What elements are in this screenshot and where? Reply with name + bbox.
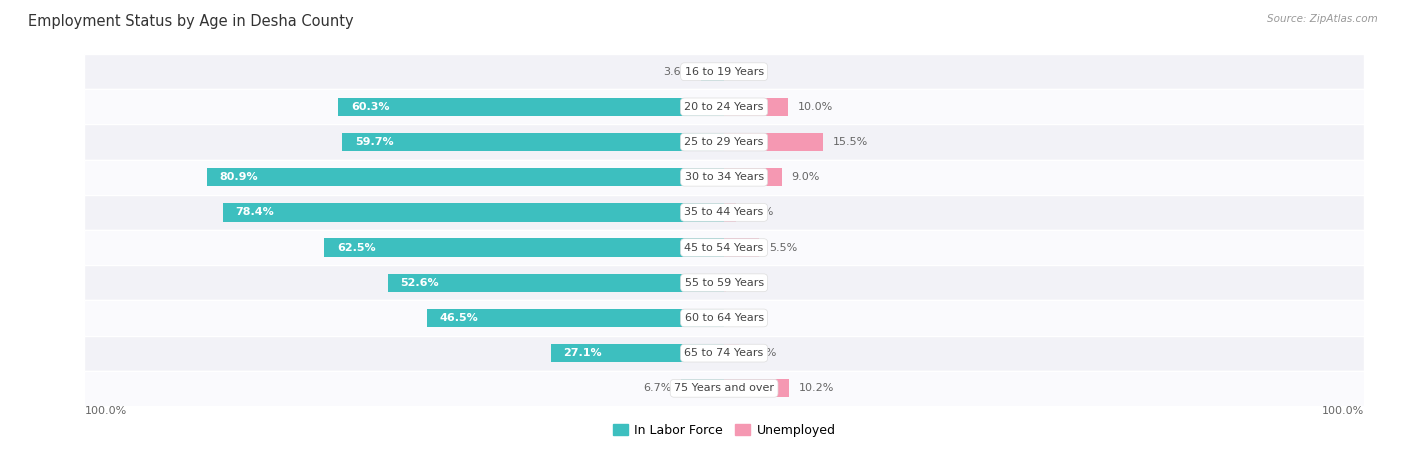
- Bar: [702, 63, 724, 81]
- Text: 6.7%: 6.7%: [644, 383, 672, 393]
- Text: 46.5%: 46.5%: [440, 313, 478, 323]
- Bar: [724, 379, 789, 397]
- Bar: [724, 168, 782, 186]
- Bar: [84, 230, 1364, 265]
- Text: 45 to 54 Years: 45 to 54 Years: [685, 243, 763, 253]
- Text: 16 to 19 Years: 16 to 19 Years: [685, 67, 763, 77]
- Bar: [84, 265, 1364, 300]
- Bar: [426, 309, 724, 327]
- Text: 3.6%: 3.6%: [664, 67, 692, 77]
- Text: 0.0%: 0.0%: [734, 67, 762, 77]
- Text: 75 Years and over: 75 Years and over: [673, 383, 775, 393]
- Text: 2.3%: 2.3%: [748, 348, 776, 358]
- Bar: [222, 203, 724, 221]
- Text: 80.9%: 80.9%: [219, 172, 257, 182]
- Text: 5.5%: 5.5%: [769, 243, 797, 253]
- Bar: [207, 168, 724, 186]
- Text: 55 to 59 Years: 55 to 59 Years: [685, 278, 763, 288]
- Bar: [724, 239, 759, 257]
- Bar: [84, 160, 1364, 195]
- Bar: [84, 124, 1364, 160]
- Bar: [84, 89, 1364, 124]
- Bar: [84, 54, 1364, 89]
- Text: 30 to 34 Years: 30 to 34 Years: [685, 172, 763, 182]
- Bar: [724, 344, 738, 362]
- Text: 78.4%: 78.4%: [235, 207, 274, 217]
- Text: 0.3%: 0.3%: [735, 278, 763, 288]
- Text: 20 to 24 Years: 20 to 24 Years: [685, 102, 763, 112]
- Bar: [325, 239, 724, 257]
- Text: 60.3%: 60.3%: [352, 102, 389, 112]
- Text: 0.0%: 0.0%: [734, 313, 762, 323]
- Text: 100.0%: 100.0%: [84, 406, 127, 416]
- Bar: [551, 344, 724, 362]
- Text: 60 to 64 Years: 60 to 64 Years: [685, 313, 763, 323]
- Bar: [388, 274, 724, 292]
- Legend: In Labor Force, Unemployed: In Labor Force, Unemployed: [607, 419, 841, 442]
- Bar: [84, 195, 1364, 230]
- Bar: [84, 300, 1364, 336]
- Bar: [84, 371, 1364, 406]
- Text: Source: ZipAtlas.com: Source: ZipAtlas.com: [1267, 14, 1378, 23]
- Text: 100.0%: 100.0%: [1322, 406, 1364, 416]
- Bar: [724, 98, 787, 116]
- Text: 25 to 29 Years: 25 to 29 Years: [685, 137, 763, 147]
- Text: 10.2%: 10.2%: [799, 383, 834, 393]
- Text: 52.6%: 52.6%: [401, 278, 439, 288]
- Text: 62.5%: 62.5%: [337, 243, 375, 253]
- Text: Employment Status by Age in Desha County: Employment Status by Age in Desha County: [28, 14, 354, 28]
- Text: 35 to 44 Years: 35 to 44 Years: [685, 207, 763, 217]
- Text: 10.0%: 10.0%: [797, 102, 832, 112]
- Text: 65 to 74 Years: 65 to 74 Years: [685, 348, 763, 358]
- Text: 9.0%: 9.0%: [792, 172, 820, 182]
- Bar: [339, 98, 724, 116]
- Text: 27.1%: 27.1%: [564, 348, 602, 358]
- Bar: [724, 274, 725, 292]
- Bar: [84, 336, 1364, 371]
- Bar: [682, 379, 724, 397]
- Text: 59.7%: 59.7%: [354, 137, 394, 147]
- Text: 15.5%: 15.5%: [832, 137, 868, 147]
- Text: 1.9%: 1.9%: [745, 207, 775, 217]
- Bar: [724, 203, 737, 221]
- Bar: [342, 133, 724, 151]
- Bar: [724, 133, 824, 151]
